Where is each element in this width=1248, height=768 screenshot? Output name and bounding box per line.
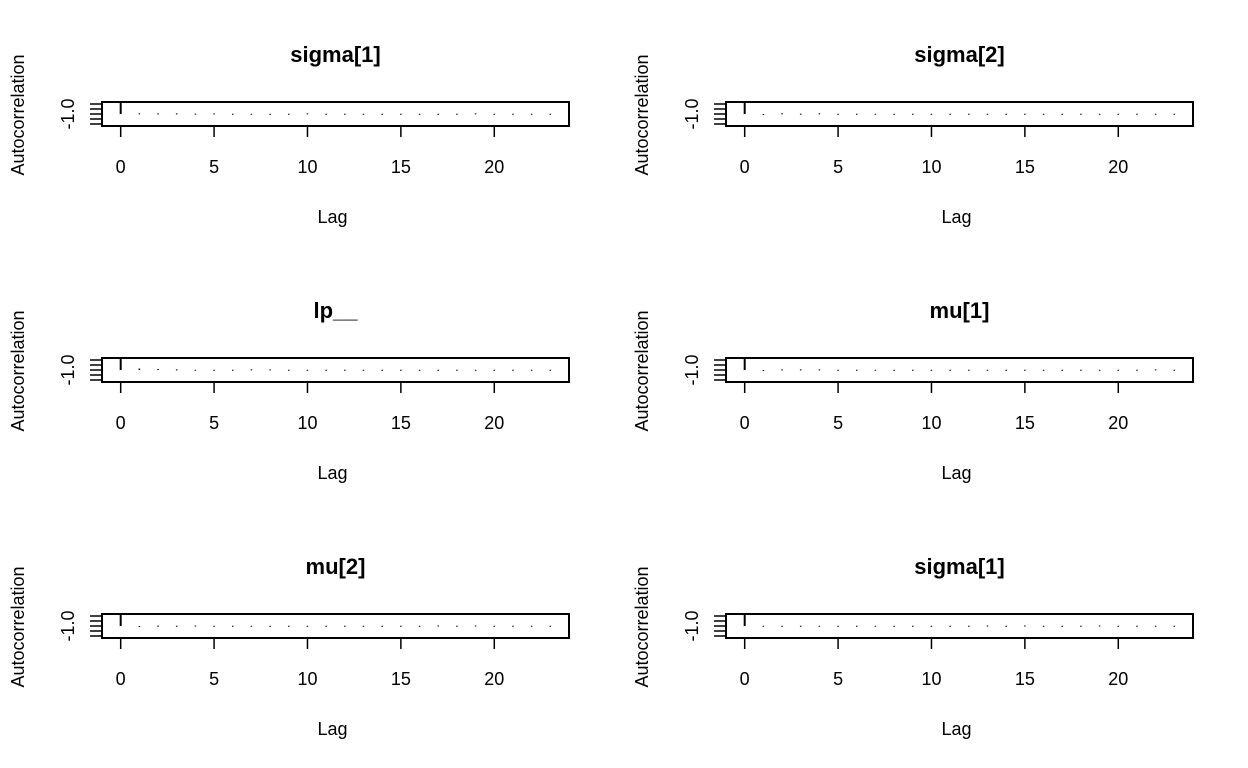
x-tick-label: 0: [116, 157, 126, 177]
acf-panel: sigma[2] -1.0 Autocorrelation 0 5 10 15 20 Lag: [632, 42, 1194, 227]
x-axis: 0 5 10 15 20: [740, 127, 1128, 177]
y-axis: [714, 359, 726, 381]
x-tick-label: 20: [1108, 157, 1128, 177]
x-tick-label: 20: [1108, 669, 1128, 689]
x-axis-label: Lag: [317, 463, 347, 483]
x-tick-label: 5: [209, 157, 219, 177]
x-axis-label: Lag: [941, 463, 971, 483]
acf-bars: [743, 103, 1176, 115]
y-axis-label: Autocorrelation: [8, 54, 28, 175]
acf-bars: [743, 359, 1176, 371]
x-tick-label: 10: [297, 669, 317, 689]
chart-title: mu[2]: [306, 554, 366, 579]
x-tick-label: 15: [1015, 669, 1035, 689]
y-tick-label: -1.0: [682, 98, 702, 129]
y-tick-label: -1.0: [682, 354, 702, 385]
y-axis-label: Autocorrelation: [8, 566, 28, 687]
x-tick-label: 10: [297, 157, 317, 177]
chart-title: lp__: [313, 298, 358, 323]
x-axis-label: Lag: [317, 207, 347, 227]
acf-panel: sigma[1] -1.0 Autocorrelation 0 5 10 15 20 Lag: [632, 554, 1194, 739]
x-axis: 0 5 10 15 20: [116, 127, 504, 177]
chart-title: sigma[1]: [914, 554, 1004, 579]
x-tick-label: 10: [921, 413, 941, 433]
x-axis: 0 5 10 15 20: [740, 383, 1128, 433]
plot-frame: [101, 101, 570, 127]
acf-bars: [119, 103, 552, 115]
acf-panel: sigma[1] -1.0 Autocorrelation 0 5 10 15 20 Lag: [8, 42, 570, 227]
x-axis-label: Lag: [941, 719, 971, 739]
plot-frame: [725, 101, 1194, 127]
x-tick-label: 15: [1015, 413, 1035, 433]
chart-title: sigma[2]: [914, 42, 1004, 67]
acf-panel: lp__ -1.0 Autocorrelation 0 5 10 15 20 Lag: [8, 298, 570, 483]
x-tick-label: 0: [740, 669, 750, 689]
x-axis: 0 5 10 15 20: [116, 639, 504, 689]
x-tick-label: 10: [297, 413, 317, 433]
y-axis-label: Autocorrelation: [8, 310, 28, 431]
x-tick-label: 15: [391, 413, 411, 433]
y-tick-label: -1.0: [58, 354, 78, 385]
x-tick-label: 10: [921, 157, 941, 177]
y-axis: [90, 103, 102, 125]
acf-bars: [743, 615, 1176, 627]
y-tick-label: -1.0: [58, 610, 78, 641]
x-tick-label: 5: [833, 413, 843, 433]
y-axis-label: Autocorrelation: [632, 310, 652, 431]
x-axis-label: Lag: [941, 207, 971, 227]
x-tick-label: 0: [116, 669, 126, 689]
y-tick-label: -1.0: [682, 610, 702, 641]
acf-bars: [119, 615, 552, 627]
x-tick-label: 20: [1108, 413, 1128, 433]
acf-panel: mu[1] -1.0 Autocorrelation 0 5 10 15 20 Lag: [632, 298, 1194, 483]
x-axis: 0 5 10 15 20: [740, 639, 1128, 689]
x-axis-label: Lag: [317, 719, 347, 739]
y-axis-label: Autocorrelation: [632, 54, 652, 175]
y-axis: [714, 103, 726, 125]
acf-panel: mu[2] -1.0 Autocorrelation 0 5 10 15 20 Lag: [8, 554, 570, 739]
x-tick-label: 20: [484, 669, 504, 689]
x-tick-label: 20: [484, 157, 504, 177]
plot-frame: [101, 357, 570, 383]
x-tick-label: 0: [740, 157, 750, 177]
x-tick-label: 0: [116, 413, 126, 433]
plot-frame: [725, 613, 1194, 639]
chart-title: mu[1]: [930, 298, 990, 323]
y-axis-label: Autocorrelation: [632, 566, 652, 687]
x-tick-label: 15: [1015, 157, 1035, 177]
x-tick-label: 15: [391, 669, 411, 689]
x-tick-label: 5: [209, 413, 219, 433]
y-axis: [714, 615, 726, 637]
x-tick-label: 5: [209, 669, 219, 689]
x-axis: 0 5 10 15 20: [116, 383, 504, 433]
plot-frame: [725, 357, 1194, 383]
x-tick-label: 5: [833, 157, 843, 177]
x-tick-label: 5: [833, 669, 843, 689]
x-tick-label: 0: [740, 413, 750, 433]
x-tick-label: 20: [484, 413, 504, 433]
y-axis: [90, 359, 102, 381]
y-tick-label: -1.0: [58, 98, 78, 129]
acf-bars: [119, 359, 552, 371]
x-tick-label: 10: [921, 669, 941, 689]
chart-title: sigma[1]: [290, 42, 380, 67]
plot-frame: [101, 613, 570, 639]
x-tick-label: 15: [391, 157, 411, 177]
y-axis: [90, 615, 102, 637]
